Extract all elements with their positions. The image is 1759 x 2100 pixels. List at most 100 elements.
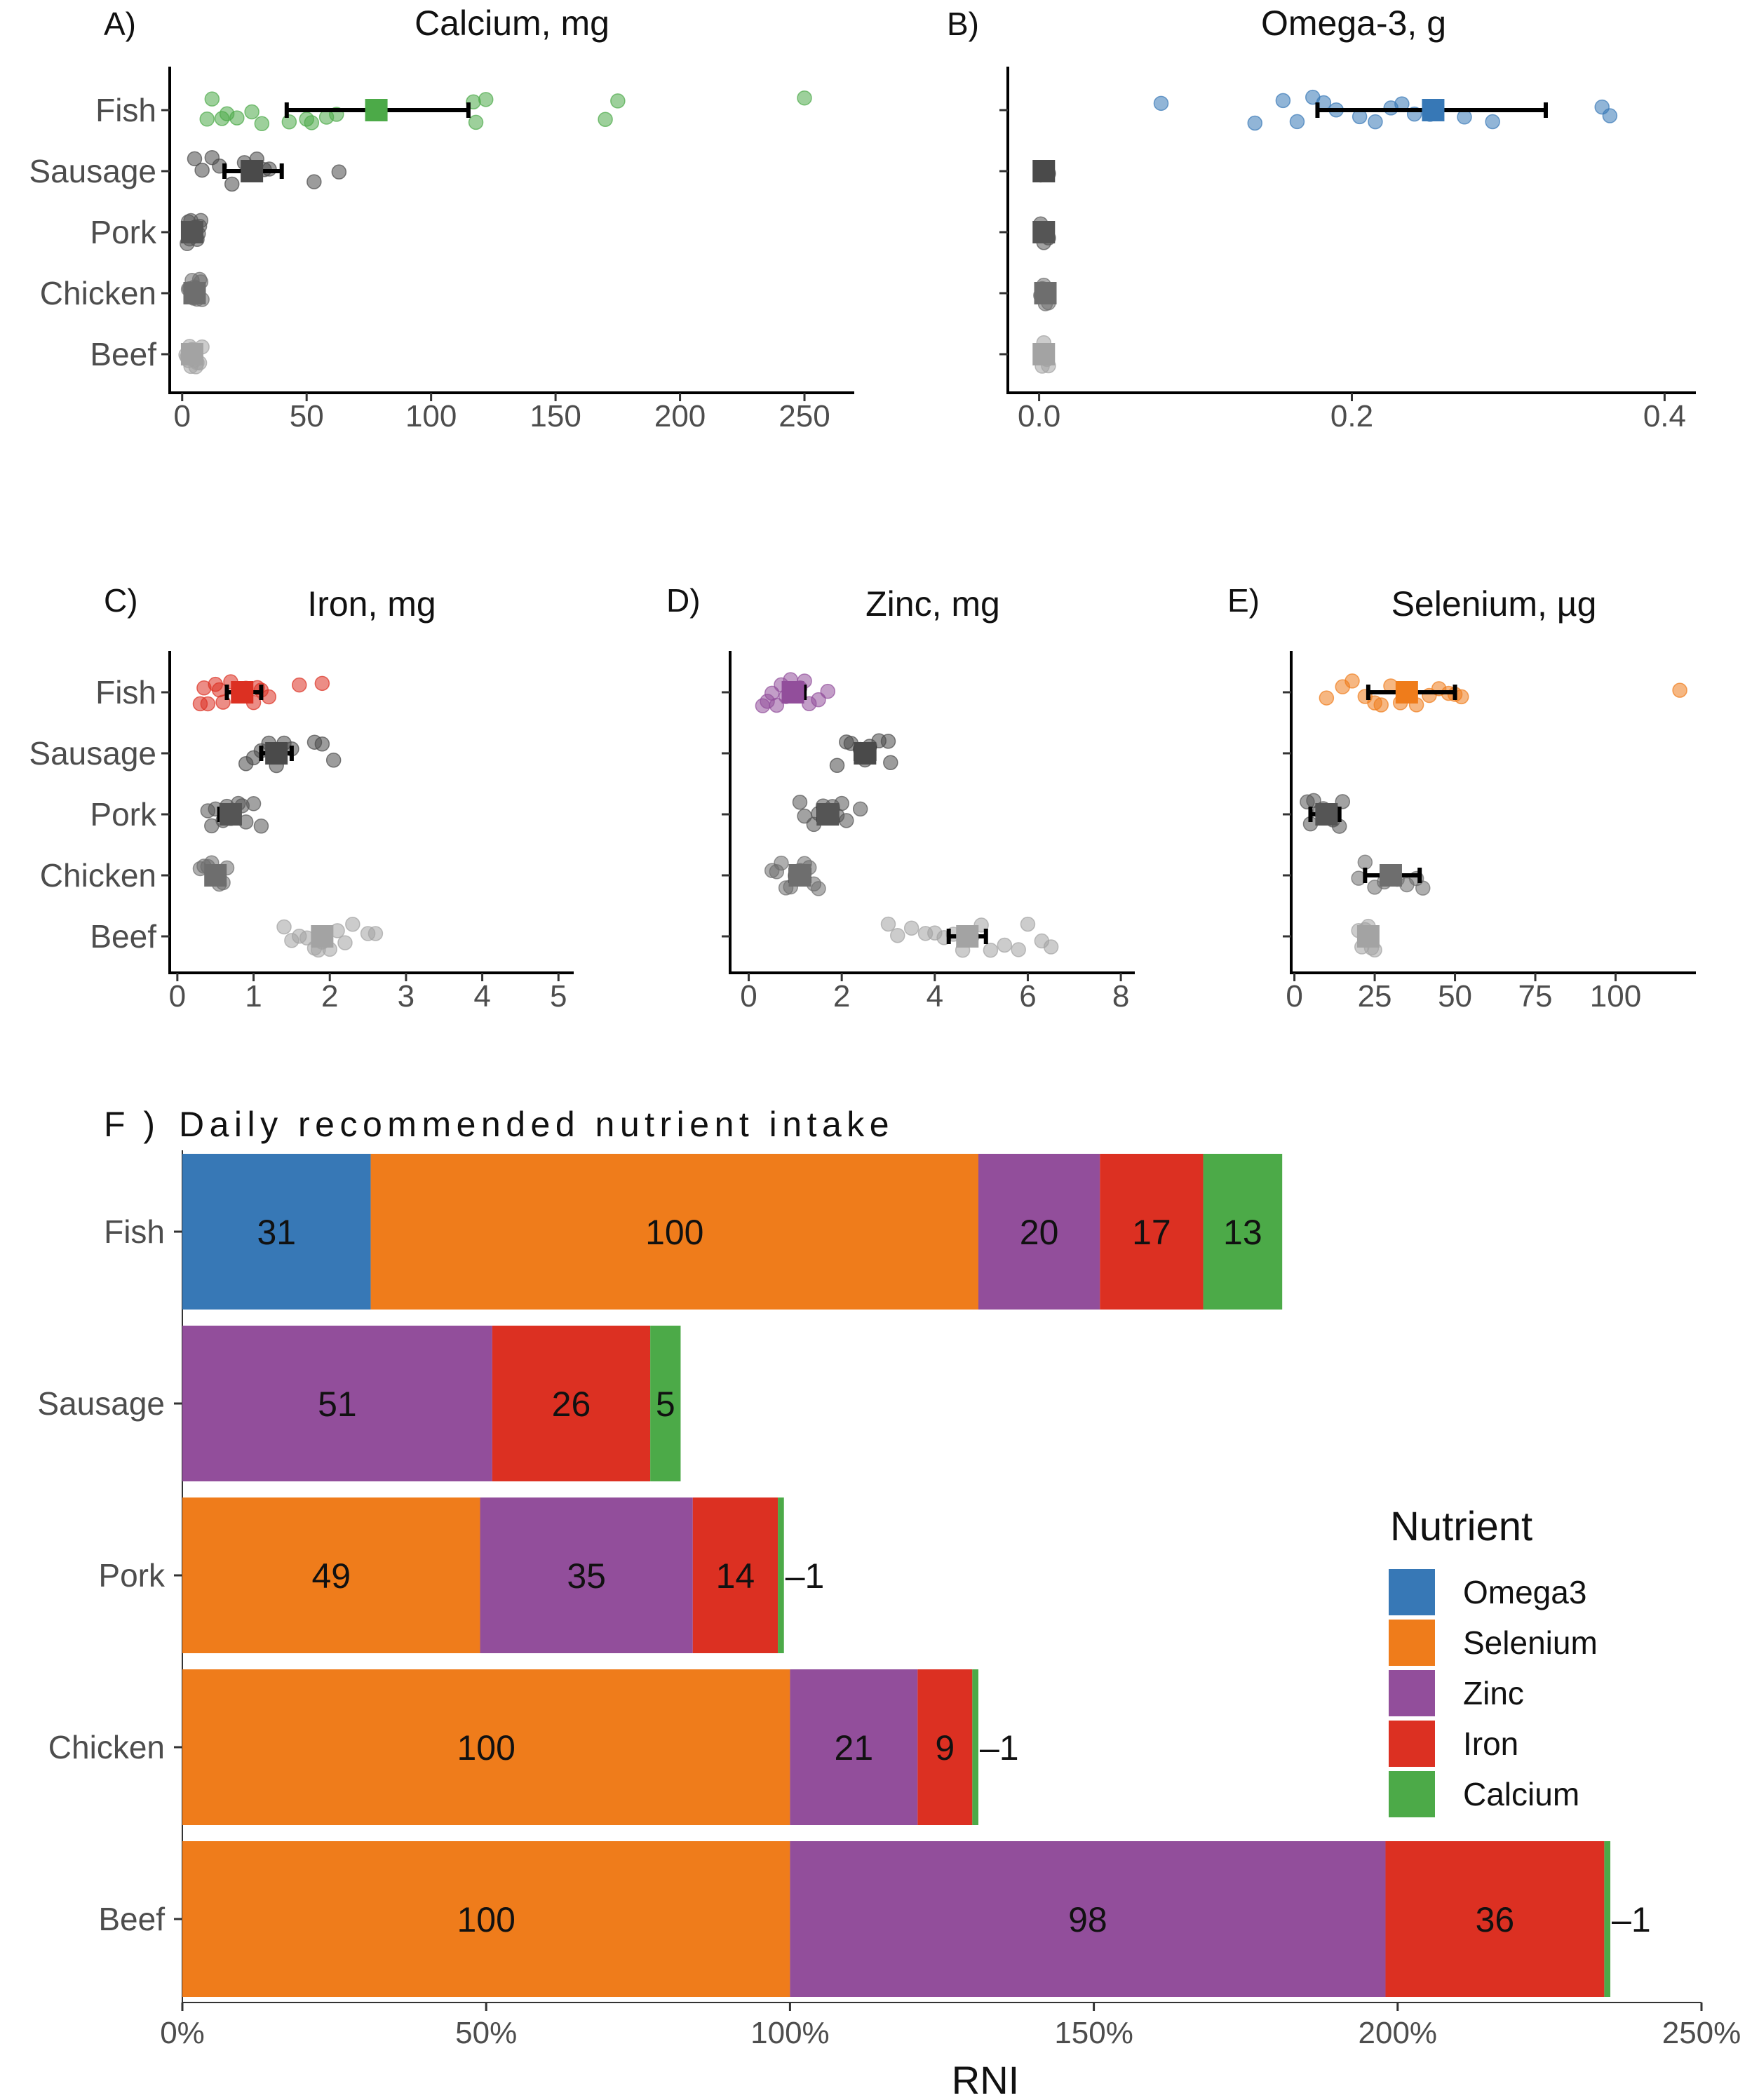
data-point [983,943,999,958]
data-point [200,696,216,712]
y-tick-label: Beef [90,918,156,955]
data-point [368,926,384,941]
data-point [244,104,260,120]
legend-label: Iron [1463,1725,1518,1762]
mean-marker [1034,282,1057,304]
x-tick-label: 2 [321,979,338,1014]
data-point [304,115,320,130]
y-tick-label: Beef [90,336,156,372]
legend-key-selenium [1389,1620,1435,1666]
x-tick-label: 100% [750,2016,830,2050]
x-tick-label: 1 [245,979,262,1014]
data-point [1357,854,1373,870]
mean-marker [1395,681,1418,704]
bar-label: 20 [1020,1213,1059,1252]
bar-calcium [650,1326,681,1481]
bar-calcium [1203,1154,1283,1310]
data-point [199,112,215,127]
legend-label: Calcium [1463,1776,1579,1812]
legend-label: Selenium [1463,1624,1598,1661]
bar-label: 36 [1476,1900,1515,1939]
x-tick-label: 100 [1590,979,1641,1014]
bar-selenium [370,1154,978,1310]
x-tick-label: 4 [473,979,490,1014]
bar-label: 21 [835,1728,874,1768]
mean-marker [816,803,840,826]
data-point [811,692,826,708]
bar-selenium [182,1669,790,1825]
panel-title: Calcium, mg [415,4,609,43]
data-point [314,675,330,692]
legend-key-calcium [1389,1771,1435,1817]
y-tick-label: Sausage [29,735,156,772]
y-tick-label: Chicken [40,275,156,311]
y-tick-label: Pork [98,1557,166,1594]
data-point [769,697,785,713]
chart-title: Daily recommended nutrient intake [179,1105,894,1144]
x-tick-label: 200 [654,399,706,433]
legend-key-iron [1389,1721,1435,1767]
y-tick-label: Chicken [48,1729,165,1765]
x-tick-label: 0% [160,2016,205,2050]
data-point [292,677,307,693]
mean-marker [180,221,203,243]
bar-label: 35 [567,1556,606,1596]
legend-label: Zinc [1463,1675,1524,1711]
panel-title: Selenium, µg [1391,584,1597,624]
x-tick-label: 0 [1286,979,1302,1014]
data-point [839,813,854,828]
x-tick-label: 8 [1112,979,1129,1014]
data-point [331,164,347,180]
x-tick-label: 6 [1019,979,1036,1014]
panel-label: C) [104,582,138,619]
bar-label: 14 [716,1556,755,1596]
mean-marker [788,864,811,887]
x-tick-label: 75 [1518,979,1553,1014]
panel-d: D) Zinc, mg 0 2 4 6 8 [666,582,1135,1014]
x-tick-label: 0 [740,979,757,1014]
panel-a: A) Calcium, mg 0 50 100 150 200 250 Fish Sausage P… [29,4,854,433]
data-point [224,176,240,192]
mean-marker [956,925,979,948]
legend-title: Nutrient [1390,1504,1532,1549]
panel-label: A) [104,6,136,42]
bar-label: 100 [457,1728,515,1768]
x-tick-label: 50 [1438,979,1472,1014]
data-point [253,818,269,834]
x-tick-label: 0.2 [1330,399,1373,433]
data-point [261,689,277,705]
data-point [187,151,203,167]
bar-selenium [182,1497,480,1653]
x-axis-title: RNI [952,2058,1019,2100]
panel-label: B) [947,6,979,42]
bar-zinc [790,1669,918,1825]
bar-zinc [978,1154,1100,1310]
x-tick-label: 150 [530,399,581,433]
bar-iron [492,1326,651,1481]
data-point [314,736,330,752]
bar-label: 51 [318,1385,357,1424]
data-point [890,927,905,943]
data-point [1289,114,1305,130]
data-point [883,755,898,770]
mean-marker [781,681,804,704]
panel-label: D) [666,582,701,619]
data-point [1672,682,1687,698]
bar-label: 17 [1132,1213,1171,1252]
data-point [1368,114,1383,130]
y-tick-label: Fish [95,674,156,711]
legend-label: Omega3 [1463,1574,1586,1610]
data-point [1335,794,1351,809]
legend-key-zinc [1389,1670,1435,1716]
mean-marker [219,803,242,826]
mean-marker [311,925,334,948]
x-tick-label: 200% [1359,2016,1438,2050]
y-tick-label: Beef [98,1901,165,1937]
data-point [1319,690,1335,706]
data-point [478,92,494,107]
x-tick-label: 100 [405,399,457,433]
data-point [468,114,484,130]
data-point [880,734,896,749]
y-tick-label: Chicken [40,857,156,894]
